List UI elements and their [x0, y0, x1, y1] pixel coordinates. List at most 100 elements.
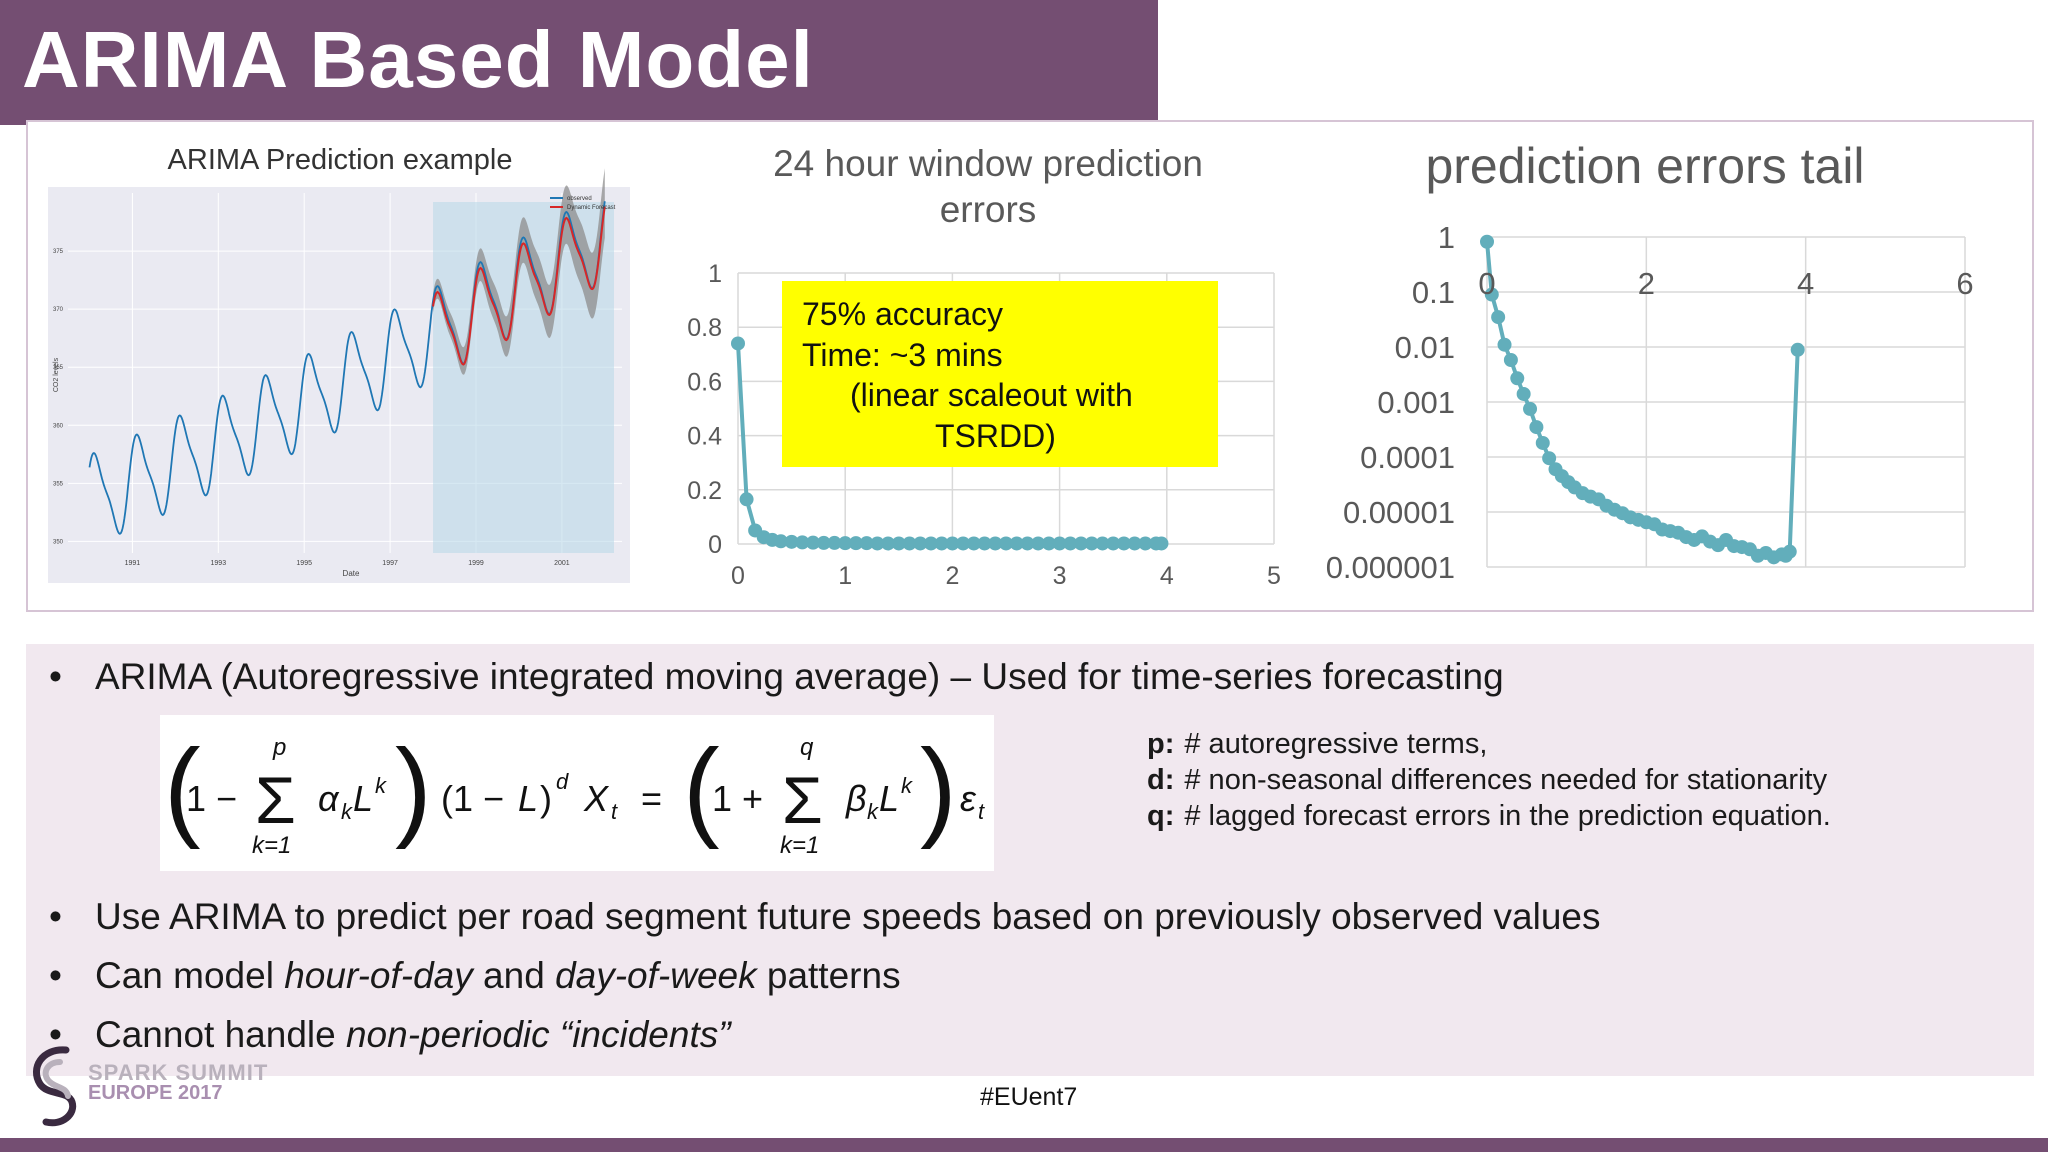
chart3-title: prediction errors tail	[1425, 138, 1864, 194]
chart2-x-tick: 4	[1160, 562, 1174, 590]
svg-text:k: k	[341, 799, 353, 824]
svg-text:q: q	[800, 734, 814, 761]
chart2-y-tick: 0.4	[687, 423, 722, 451]
chart1-xlabel: Date	[343, 569, 360, 578]
formula-svg: ( 1 − Σ p k=1 α k L k ) (1 − L ) d X t =…	[164, 727, 985, 859]
chart1-x-tick: 1995	[296, 560, 312, 567]
chart3-y-tick: 1	[1438, 220, 1455, 255]
callout-line1: 75% accuracy	[802, 296, 1003, 332]
hashtag: #EUent7	[980, 1083, 1078, 1111]
arima-prediction-chart: ARIMA Prediction example 1991 1993 1995 199…	[48, 144, 630, 583]
chart3-point	[1782, 544, 1797, 559]
param-q: q: # lagged forecast errors in the predic…	[1147, 800, 1831, 832]
chart2-point	[1052, 536, 1067, 551]
chart2-point	[1084, 536, 1099, 551]
chart2-point	[859, 536, 874, 551]
chart3-point	[1491, 310, 1506, 325]
svg-text:k=1: k=1	[780, 832, 819, 859]
chart1-y-tick: 360	[53, 423, 64, 429]
chart1-x-tick: 2001	[554, 560, 570, 567]
legend-dynamic-forecast: Dynamic Forecast	[567, 205, 616, 211]
svg-text:(: (	[164, 727, 201, 850]
svg-text:k: k	[901, 773, 913, 798]
chart1-ylabel: CO2 levels	[53, 357, 60, 392]
chart3-y-tick: 0.01	[1395, 330, 1455, 365]
chart1-x-tick: 1991	[125, 560, 141, 567]
chart2-point	[902, 536, 917, 551]
svg-text:1 +: 1 +	[712, 778, 763, 819]
param-d: d: # non-seasonal differences needed for …	[1147, 764, 1828, 796]
svg-text:1 −: 1 −	[186, 778, 237, 819]
chart3-point	[1484, 287, 1499, 302]
chart2-point	[945, 536, 960, 551]
chart2-point	[881, 536, 896, 551]
chart2-point	[838, 536, 853, 551]
chart3-x-tick: 4	[1797, 266, 1814, 301]
chart2-point	[977, 536, 992, 551]
chart2-point	[1009, 536, 1024, 551]
chart2-y-tick: 0.2	[687, 477, 722, 505]
chart2-point	[1020, 536, 1035, 551]
svg-text:X: X	[583, 778, 610, 819]
chart1-x-tick: 1999	[468, 560, 484, 567]
chart2-point	[1138, 536, 1153, 551]
chart2-x-tick: 1	[838, 562, 852, 590]
chart1-y-tick: 355	[53, 481, 64, 487]
chart1-y-tick: 350	[53, 539, 64, 545]
chart2-x-tick: 0	[731, 562, 745, 590]
chart2-point	[923, 536, 938, 551]
prediction-errors-chart: 24 hour window prediction errors 0 0.2 0.4…	[687, 143, 1281, 590]
chart3-y-tick: 0.001	[1377, 385, 1455, 420]
slide-title: ARIMA Based Model	[22, 15, 814, 104]
forecast-confidence-band	[433, 168, 605, 375]
chart3-x-tick: 2	[1638, 266, 1655, 301]
chart1-x-tick: 1997	[382, 560, 398, 567]
chart2-point	[1074, 536, 1089, 551]
chart3-y-tick: 0.000001	[1326, 550, 1455, 585]
spark-summit-logo: SPARK SUMMIT EUROPE 2017	[26, 1040, 276, 1130]
chart3-x-tick: 0	[1478, 266, 1495, 301]
chart2-point	[784, 534, 799, 549]
chart2-point	[848, 536, 863, 551]
svg-text:k=1: k=1	[252, 832, 291, 859]
chart2-title-line1: 24 hour window prediction	[773, 143, 1203, 184]
chart2-x-tick: 2	[945, 562, 959, 590]
svg-text:k: k	[375, 773, 387, 798]
chart2-y-tick: 0.8	[687, 314, 722, 342]
chart2-y-tick: 0.6	[687, 368, 722, 396]
chart2-point	[966, 536, 981, 551]
chart2-point	[1116, 536, 1131, 551]
chart3-point	[1542, 451, 1557, 466]
chart2-point	[1041, 536, 1056, 551]
chart2-point	[870, 536, 885, 551]
title-bar: ARIMA Based Model	[0, 0, 1158, 125]
svg-text:Σ: Σ	[255, 763, 296, 837]
accuracy-callout: 75% accuracy Time: ~3 mins (linear scale…	[782, 281, 1218, 467]
svg-text:k: k	[867, 799, 879, 824]
chart2-point	[806, 535, 821, 550]
logo-line1: SPARK SUMMIT	[88, 1060, 269, 1085]
bullet-arima-definition: • ARIMA (Autoregressive integrated movin…	[49, 656, 1504, 697]
callout-line3: (linear scaleout with	[850, 377, 1133, 413]
chart3-point	[1529, 420, 1544, 435]
svg-text:L: L	[353, 778, 373, 819]
chart2-point	[1154, 536, 1169, 551]
svg-text:Σ: Σ	[782, 763, 823, 837]
svg-text:): )	[540, 778, 552, 819]
chart2-point	[1127, 536, 1142, 551]
chart2-point	[956, 536, 971, 551]
callout-line2: Time: ~3 mins	[802, 337, 1003, 373]
chart3-y-tick: 0.1	[1412, 275, 1455, 310]
bullet-road-segment-speeds: • Use ARIMA to predict per road segment …	[49, 896, 1601, 937]
chart1-title: ARIMA Prediction example	[168, 144, 513, 176]
arima-formula: ( 1 − Σ p k=1 α k L k ) (1 − L ) d X t =…	[160, 715, 994, 871]
parameter-definitions: p: # autoregressive terms, d: # non-season…	[1147, 726, 1831, 834]
bottom-bar	[0, 1138, 2048, 1152]
chart2-point	[999, 536, 1013, 551]
chart3-point	[1503, 353, 1518, 368]
chart2-point	[1063, 536, 1078, 551]
chart2-point	[1095, 536, 1110, 551]
chart2-point	[795, 535, 810, 550]
svg-text:α: α	[318, 778, 340, 819]
chart2-y-tick: 0	[708, 531, 722, 559]
